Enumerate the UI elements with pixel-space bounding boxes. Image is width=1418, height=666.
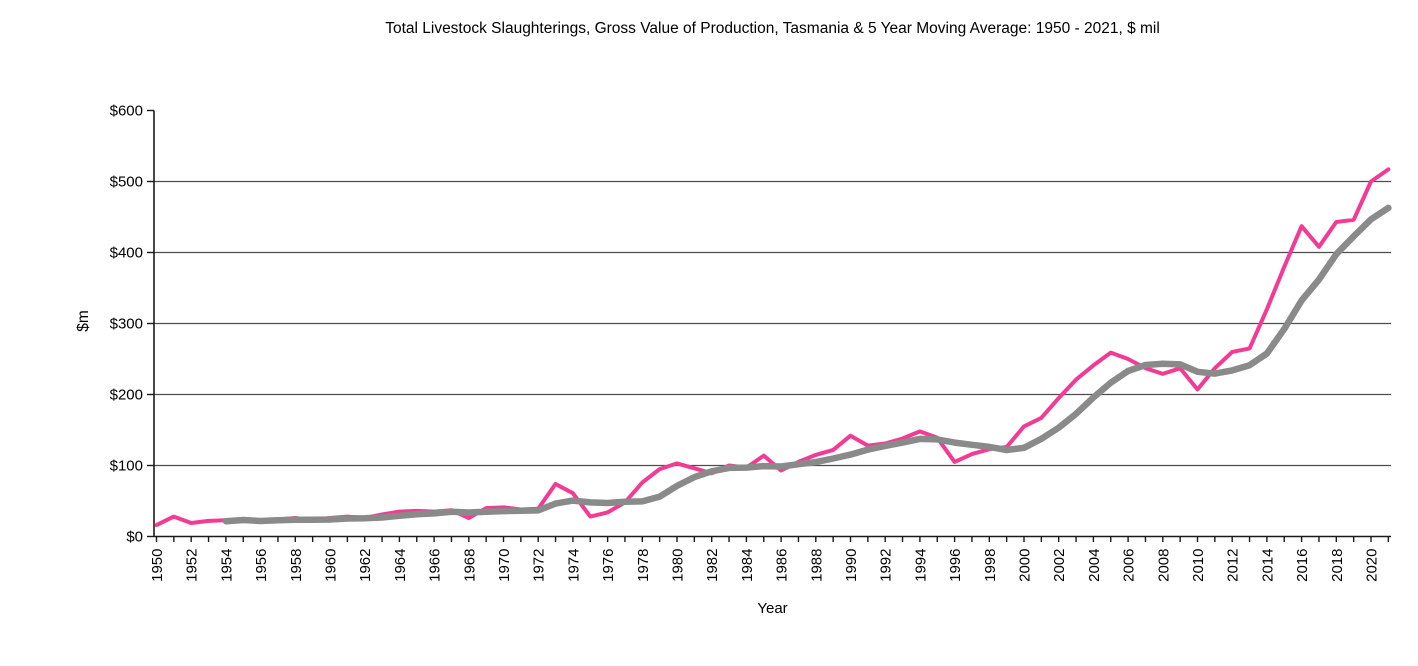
x-tick-label: 1996 [947, 549, 964, 582]
y-tick-label: $300 [110, 316, 143, 333]
chart-title: Total Livestock Slaughterings, Gross Val… [385, 20, 1160, 37]
y-tick-label: $600 [110, 103, 143, 120]
x-tick-label: 2016 [1294, 549, 1311, 582]
x-axis-title: Year [757, 600, 788, 617]
x-tick-label: 2000 [1017, 549, 1034, 582]
x-tick-label: 1950 [149, 549, 166, 582]
y-tick-label: $500 [110, 174, 143, 191]
x-tick-label: 1998 [982, 549, 999, 582]
x-tick-label: 2008 [1155, 549, 1172, 582]
x-tick-label: 2006 [1121, 549, 1138, 582]
x-tick-label: 2010 [1190, 549, 1207, 582]
series-line-moving-average [222, 204, 1392, 525]
series-line-annual-value [154, 167, 1391, 528]
y-axis-title: $m [75, 310, 92, 332]
x-tick-label: 1980 [670, 549, 687, 582]
x-tick-label: 1958 [288, 549, 305, 582]
x-tick-label: 1968 [461, 549, 478, 582]
x-tick-label: 1988 [808, 549, 825, 582]
x-tick-label: 2012 [1225, 549, 1242, 582]
x-tick-label: 1954 [218, 549, 235, 582]
x-tick-label: 1972 [531, 549, 548, 582]
y-tick-label: $200 [110, 387, 143, 404]
x-tick-label: 1984 [739, 549, 756, 582]
x-tick-label: 1986 [774, 549, 791, 582]
y-tick-label: $100 [110, 458, 143, 475]
x-tick-label: 1976 [600, 549, 617, 582]
x-tick-label: 1962 [357, 549, 374, 582]
x-tick-label: 1974 [565, 549, 582, 582]
x-tick-label: 2014 [1259, 549, 1276, 582]
x-tick-label: 1990 [843, 549, 860, 582]
x-tick-label: 2020 [1364, 549, 1381, 582]
x-tick-label: 1994 [912, 549, 929, 582]
x-tick-label: 1982 [704, 549, 721, 582]
x-tick-label: 1966 [427, 549, 444, 582]
x-tick-label: 1960 [323, 549, 340, 582]
x-tick-label: 1970 [496, 549, 513, 582]
x-tick-label: 2002 [1051, 549, 1068, 582]
x-tick-label: 2018 [1329, 549, 1346, 582]
x-tick-label: 2004 [1086, 549, 1103, 582]
x-tick-label: 1956 [253, 549, 270, 582]
y-tick-label: $400 [110, 245, 143, 262]
x-tick-label: 1964 [392, 549, 409, 582]
x-tick-label: 1992 [878, 549, 895, 582]
x-tick-label: 1952 [184, 549, 201, 582]
y-tick-label: $0 [126, 529, 143, 546]
x-tick-label: 1978 [635, 549, 652, 582]
